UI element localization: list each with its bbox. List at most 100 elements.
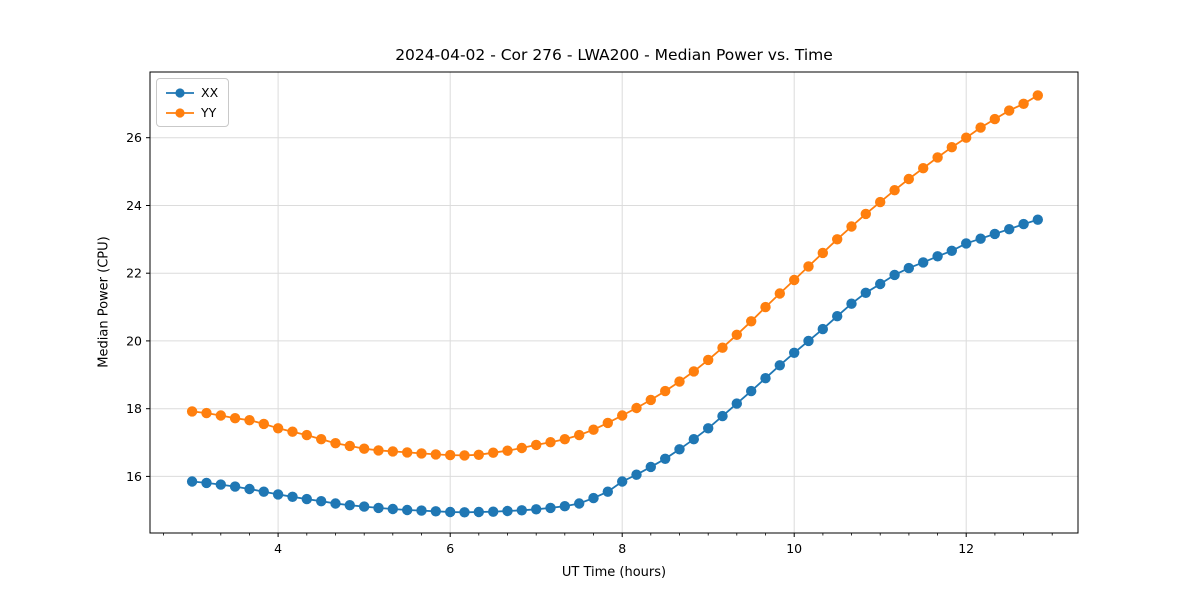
y-tick-label: 16: [126, 469, 142, 484]
legend-item-yy: YY: [165, 104, 218, 121]
data-point-marker: [430, 449, 441, 460]
data-point-marker: [789, 274, 800, 286]
y-tick-label: 26: [126, 130, 142, 145]
legend-swatch-line-dot-icon: [166, 107, 194, 118]
data-point-marker: [1018, 98, 1029, 110]
data-point-marker: [688, 434, 699, 445]
data-point-marker: [445, 506, 456, 518]
data-point-marker: [488, 506, 499, 517]
data-point-marker: [946, 245, 957, 256]
data-point-marker: [803, 335, 814, 347]
y-tick-label: 18: [126, 401, 142, 416]
data-point-marker: [215, 410, 226, 421]
data-point-marker: [975, 122, 986, 133]
legend-label-xx: XX: [201, 85, 219, 100]
data-point-marker: [631, 469, 642, 480]
data-point-marker: [516, 442, 527, 454]
data-point-marker: [344, 440, 355, 452]
data-point-marker: [402, 447, 413, 458]
data-point-marker: [717, 342, 728, 353]
data-point-marker: [889, 269, 900, 281]
data-point-marker: [244, 415, 255, 426]
data-point-marker: [416, 448, 427, 459]
data-point-marker: [846, 298, 857, 309]
data-point-marker: [832, 311, 843, 322]
data-point-marker: [731, 329, 742, 340]
data-point-marker: [301, 429, 312, 441]
data-point-marker: [602, 417, 613, 429]
data-point-marker: [473, 449, 484, 460]
data-point-marker: [488, 447, 499, 458]
data-point-marker: [301, 493, 312, 505]
legend: XX YY: [156, 78, 230, 127]
data-point-marker: [774, 288, 785, 299]
data-point-marker: [258, 486, 269, 497]
data-point-marker: [344, 500, 355, 511]
data-point-marker: [416, 505, 427, 516]
data-point-marker: [660, 453, 671, 464]
data-point-marker: [875, 278, 886, 290]
data-point-marker: [531, 504, 542, 515]
data-point-marker: [229, 413, 241, 424]
data-point-marker: [660, 385, 671, 397]
data-point-marker: [860, 208, 871, 220]
data-point-marker: [215, 479, 226, 490]
y-tick-label: 20: [126, 333, 142, 348]
data-point-marker: [617, 410, 628, 421]
data-point-marker: [316, 496, 327, 507]
data-point-marker: [1018, 218, 1029, 230]
plot-border: [149, 71, 1079, 534]
series-line-yy: [191, 94, 1039, 457]
y-tick-label: 24: [126, 198, 142, 213]
data-point-marker: [186, 476, 198, 487]
data-point-marker: [186, 406, 198, 417]
data-point-marker: [272, 489, 284, 500]
data-point-marker: [946, 142, 957, 153]
data-point-marker: [746, 385, 757, 397]
data-point-marker: [574, 498, 585, 509]
data-point-marker: [1032, 214, 1044, 225]
data-point-marker: [760, 373, 771, 384]
legend-swatch-line-dot-icon: [166, 87, 194, 98]
data-point-marker: [359, 443, 370, 454]
data-point-marker: [789, 347, 800, 358]
data-point-marker: [989, 228, 1000, 240]
data-point-marker: [961, 238, 972, 249]
data-point-marker: [989, 113, 1000, 125]
data-point-marker: [502, 505, 513, 517]
data-point-marker: [903, 173, 914, 185]
data-point-marker: [201, 477, 212, 489]
data-point-marker: [258, 418, 269, 430]
legend-label-yy: YY: [201, 105, 217, 120]
data-point-marker: [645, 394, 656, 406]
data-point-marker: [688, 366, 699, 377]
data-point-marker: [731, 398, 742, 409]
data-point-marker: [846, 221, 857, 232]
x-tick-label: 10: [786, 541, 802, 556]
data-point-marker: [875, 196, 886, 208]
data-point-marker: [387, 446, 398, 457]
data-point-marker: [531, 439, 542, 451]
x-tick-label: 6: [446, 541, 454, 556]
data-point-marker: [373, 502, 384, 514]
data-point-marker: [903, 262, 914, 274]
data-point-marker: [918, 163, 929, 174]
data-point-marker: [918, 257, 929, 268]
data-point-marker: [817, 247, 828, 259]
data-point-marker: [588, 424, 599, 435]
data-point-marker: [229, 481, 241, 492]
data-point-marker: [1004, 224, 1015, 235]
data-point-marker: [244, 483, 255, 495]
data-point-marker: [559, 434, 570, 445]
data-point-marker: [674, 444, 685, 455]
data-point-marker: [674, 376, 685, 387]
data-point-marker: [459, 450, 470, 461]
data-point-marker: [330, 498, 341, 509]
x-axis-label: UT Time (hours): [561, 565, 667, 580]
data-point-marker: [545, 437, 556, 448]
x-tick-label: 12: [958, 541, 974, 556]
data-point-marker: [717, 410, 728, 422]
legend-item-xx: XX: [165, 84, 218, 101]
